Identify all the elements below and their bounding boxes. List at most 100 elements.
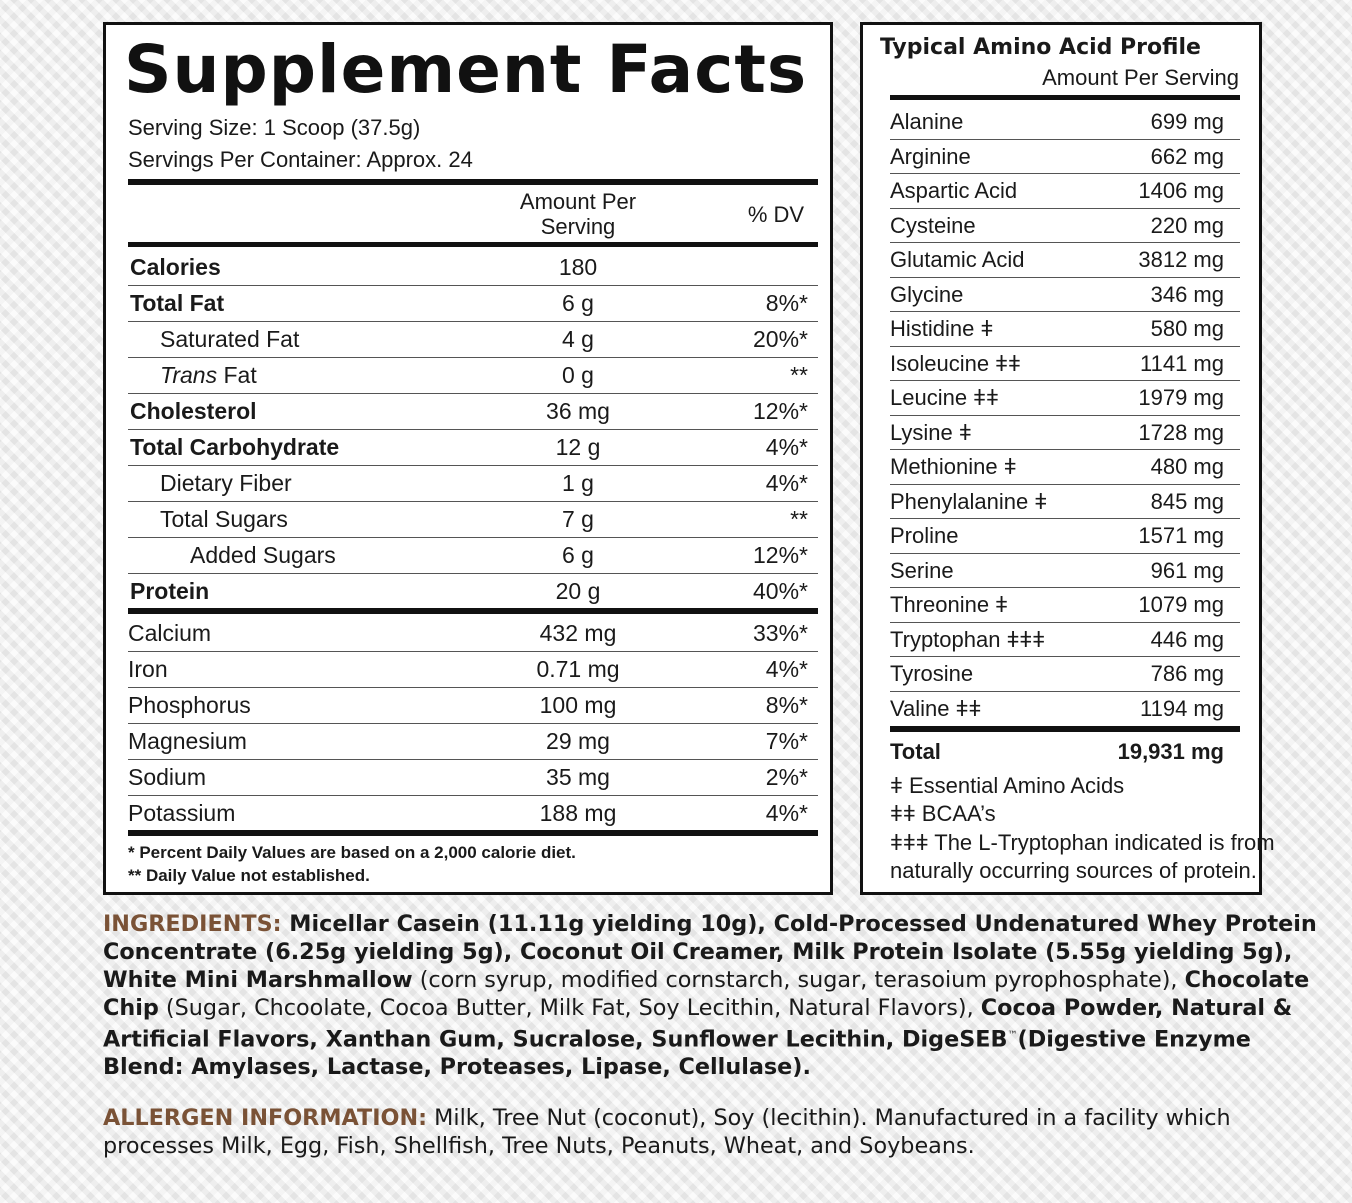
nutrient-amount: 0 g: [562, 362, 594, 388]
amino-total-label: Total: [890, 739, 941, 764]
amino-total-row: Total 19,931 mg: [890, 735, 1240, 770]
nutrient-dv: 20%*: [753, 326, 808, 352]
nutrient-amount: 1 g: [562, 470, 594, 496]
amino-amount: 3812 mg: [1138, 247, 1224, 272]
amino-label: Aspartic Acid: [890, 178, 1018, 203]
nutrient-label: Calcium: [128, 620, 212, 646]
amino-total-divider: [890, 726, 1240, 732]
nutrient-row-sodium: Sodium 35 mg 2%*: [128, 759, 818, 796]
ingredients-enzyme-blend: (Digestive Enzyme Blend: Amylases, Lacta…: [103, 1026, 1251, 1081]
amino-label: Tryptophan ǂǂǂ: [890, 626, 1046, 652]
amino-label: Glutamic Acid: [890, 247, 1025, 272]
amino-row: Proline 1571 mg: [890, 519, 1240, 554]
amino-amount: 480 mg: [1150, 454, 1224, 479]
amino-label: Leucine ǂǂ: [890, 385, 999, 410]
amino-amount: 845 mg: [1150, 488, 1224, 514]
amino-row: Alanine 699 mg: [890, 105, 1240, 140]
nutrient-label: Magnesium: [128, 728, 247, 754]
trans-suffix: Fat: [217, 362, 257, 388]
supplement-facts-title: Supplement Facts: [124, 31, 808, 108]
amino-amount: 220 mg: [1150, 212, 1224, 238]
amino-row: Arginine 662 mg: [890, 140, 1240, 174]
amino-label: Cysteine: [890, 212, 976, 238]
column-header-amount-line2: Serving: [540, 214, 616, 239]
nutrient-label: Total Fat: [130, 290, 225, 316]
nutrient-label: Total Sugars: [160, 506, 288, 532]
nutrient-dv: 2%*: [765, 764, 808, 790]
nutrient-label: Phosphorus: [128, 692, 251, 718]
nutrient-dv: **: [790, 506, 808, 532]
nutrient-label: Added Sugars: [190, 542, 336, 568]
ingredients-heading: INGREDIENTS:: [103, 911, 282, 937]
nutrient-label: Calories: [130, 254, 221, 280]
amino-label: Alanine: [890, 109, 964, 134]
nutrient-row-iron: Iron 0.71 mg 4%*: [128, 651, 818, 688]
amino-amount: 446 mg: [1150, 626, 1224, 652]
ingredients-chocolate-detail: (Sugar, Chcoolate, Cocoa Butter, Milk Fa…: [158, 995, 981, 1021]
amino-note-tryptophan-cont: naturally occurring sources of protein.: [890, 858, 1257, 883]
amino-row: Tryptophan ǂǂǂ 446 mg: [890, 623, 1240, 657]
amino-row: Serine 961 mg: [890, 554, 1240, 588]
nutrient-amount: 180: [558, 254, 598, 280]
allergen-paragraph: ALLERGEN INFORMATION: Milk, Tree Nut (co…: [103, 1104, 1333, 1160]
amino-header-divider: [890, 95, 1240, 100]
nutrient-amount: 432 mg: [539, 620, 617, 646]
nutrient-label: Potassium: [128, 800, 236, 826]
nutrient-label: Iron: [128, 656, 168, 682]
amino-acid-panel: Typical Amino Acid Profile Amount Per Se…: [860, 22, 1275, 895]
thick-divider: [128, 179, 818, 185]
amino-amount: 699 mg: [1150, 109, 1224, 134]
amino-note-bcaa: ǂǂ BCAA’s: [890, 801, 996, 826]
amino-label: Glycine: [890, 281, 964, 307]
servings-per-container: Servings Per Container: Approx. 24: [128, 147, 473, 172]
ingredients-main: Micellar Casein (11.11g yielding 10g), C…: [103, 911, 1317, 993]
nutrient-row-calories: Calories 180: [128, 249, 818, 286]
nutrient-label: Saturated Fat: [160, 326, 300, 352]
nutrient-dv: 4%*: [765, 434, 808, 460]
nutrient-amount: 100 mg: [539, 692, 617, 718]
amino-row: Methionine ǂ 480 mg: [890, 450, 1240, 485]
amino-row: Glycine 346 mg: [890, 278, 1240, 312]
amino-title: Typical Amino Acid Profile: [880, 35, 1201, 60]
nutrient-label: Sodium: [128, 764, 206, 790]
amino-row: Phenylalanine ǂ 845 mg: [890, 485, 1240, 519]
amino-row: Lysine ǂ 1728 mg: [890, 416, 1240, 450]
nutrient-amount: 4 g: [562, 326, 594, 352]
nutrient-amount: 35 mg: [546, 764, 610, 790]
ingredients-paragraph: INGREDIENTS: Micellar Casein (11.11g yie…: [103, 910, 1333, 1081]
amino-amount: 1079 mg: [1138, 592, 1224, 617]
nutrient-row-trans-fat: Trans Fat 0 g **: [128, 357, 818, 394]
amino-amount: 961 mg: [1150, 557, 1224, 583]
amino-label: Valine ǂǂ: [890, 695, 982, 721]
nutrient-dv: 4%*: [765, 800, 808, 826]
allergen-text: Milk, Tree Nut (coconut), Soy (lecithin)…: [103, 1105, 1231, 1159]
nutrient-amount: 6 g: [562, 290, 594, 316]
nutrient-label: Trans Fat: [160, 362, 257, 389]
amino-label: Proline: [890, 523, 959, 548]
amino-row: Valine ǂǂ 1194 mg: [890, 692, 1240, 727]
column-header-amount: Amount Per Serving: [498, 189, 658, 239]
nutrient-dv: 40%*: [753, 578, 808, 604]
ingredients-rest: Cocoa Powder, Natural & Artificial Flavo…: [103, 995, 1293, 1053]
nutrient-label: Dietary Fiber: [160, 470, 292, 496]
amino-total-amount: 19,931 mg: [1117, 739, 1224, 764]
nutrient-row-saturated-fat: Saturated Fat 4 g 20%*: [128, 321, 818, 358]
column-header-dv: % DV: [747, 202, 805, 227]
amino-note-essential: ǂ Essential Amino Acids: [890, 773, 1125, 798]
nutrient-row-added-sugars: Added Sugars 6 g 12%*: [128, 537, 818, 574]
nutrient-dv: 12%*: [753, 398, 808, 424]
nutrient-row-potassium: Potassium 188 mg 4%*: [128, 795, 818, 831]
nutrient-amount: 36 mg: [546, 398, 610, 424]
amino-label: Histidine ǂ: [890, 316, 994, 341]
amino-subtitle: Amount Per Serving: [1042, 65, 1239, 90]
footnote-not-established: ** Daily Value not established.: [128, 866, 370, 885]
ingredients-marshmallow-detail: (corn syrup, modified cornstarch, sugar,…: [412, 967, 1185, 993]
nutrient-amount: 29 mg: [546, 728, 610, 754]
nutrient-row-magnesium: Magnesium 29 mg 7%*: [128, 723, 818, 760]
nutrient-amount: 0.71 mg: [536, 656, 620, 682]
nutrient-row-calcium: Calcium 432 mg 33%*: [128, 615, 818, 652]
nutrient-row-total-carbohydrate: Total Carbohydrate 12 g 4%*: [128, 429, 818, 466]
amino-row: Tyrosine 786 mg: [890, 657, 1240, 692]
amino-label: Tyrosine: [890, 661, 974, 686]
amino-amount: 662 mg: [1150, 143, 1224, 169]
